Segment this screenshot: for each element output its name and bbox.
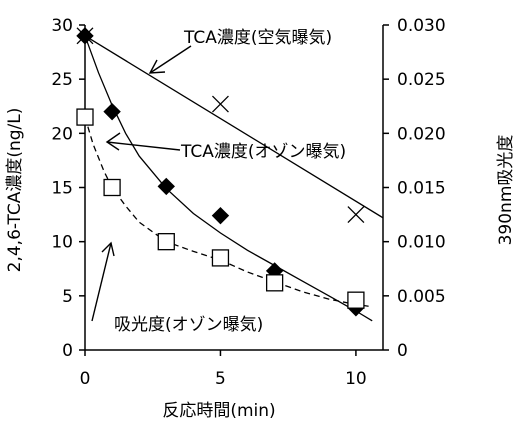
fit-line-1 (84, 35, 373, 322)
marker-x-stroke (211, 95, 229, 113)
y-tick-label: 25 (51, 70, 73, 90)
annotation-air: TCA濃度(空気曝気) (183, 28, 332, 48)
y2-axis-label: 390nm吸光度 (496, 135, 516, 246)
annotation-absorbance: 吸光度(オゾン曝気) (114, 315, 263, 335)
marker-diamond (103, 102, 121, 121)
fit-lines (84, 35, 384, 322)
y-tick-label: 20 (51, 124, 73, 144)
y-tick-label: 5 (62, 287, 73, 307)
marker-square (347, 291, 365, 309)
y-tick-label: 30 (51, 16, 73, 36)
marker-square (157, 233, 175, 251)
y-tick-label: 15 (51, 179, 73, 199)
x-tick-label: 0 (80, 369, 91, 389)
annotations: TCA濃度(空気曝気) TCA濃度(オゾン曝気) 吸光度(オゾン曝気) (114, 28, 346, 335)
y2-tick-label: 0.025 (397, 70, 446, 90)
y-axis-label: 2,4,6-TCA濃度(ng/L) (5, 108, 25, 273)
y-tick-label: 10 (51, 233, 73, 253)
arrow-absorbance (91, 241, 115, 322)
axes (79, 24, 389, 356)
marker-diamond (76, 27, 94, 45)
marker-square (76, 108, 94, 126)
marker-x (211, 95, 229, 113)
x-axis-label: 反応時間(min) (162, 401, 275, 421)
fit-line-2 (84, 116, 373, 308)
y-tick-label: 0 (62, 341, 73, 361)
marker-square (265, 274, 284, 292)
marker-x-stroke (347, 206, 365, 224)
y2-tick-label: 0.020 (397, 124, 446, 144)
y2-tick-label: 0 (397, 341, 408, 361)
marker-square (211, 249, 230, 267)
marker-x (347, 206, 365, 224)
fit-line-0 (84, 35, 384, 219)
marker-diamond (157, 177, 175, 196)
y2-tick-label: 0.005 (397, 287, 446, 307)
marker-square (103, 178, 121, 197)
annotation-ozone: TCA濃度(オゾン曝気) (180, 142, 346, 162)
annotation-arrows (91, 45, 192, 322)
y2-tick-label: 0.010 (397, 233, 446, 253)
y2-tick-label: 0.030 (397, 16, 446, 36)
arrow-ozone (105, 132, 181, 151)
arrow-air (148, 45, 192, 74)
data-markers (76, 27, 365, 317)
tick-labels: 0 5 10 15 20 25 30 0 0.005 0.010 0.015 0.020 0.025 0.… (51, 16, 445, 389)
y2-tick-label: 0.015 (397, 179, 446, 199)
x-tick-label: 10 (345, 369, 367, 389)
x-tick-label: 5 (215, 369, 226, 389)
marker-diamond (211, 206, 230, 225)
